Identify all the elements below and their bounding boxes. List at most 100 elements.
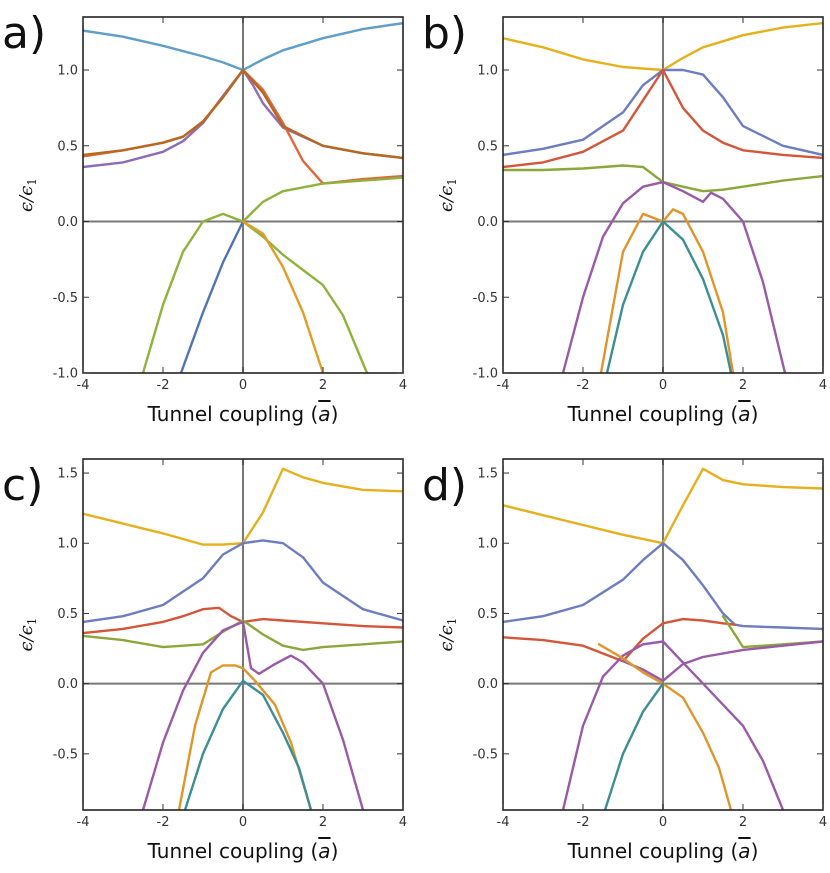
x-axis-label: Tunnel coupling (a)	[567, 402, 759, 426]
x-axis-label: Tunnel coupling (a)	[147, 839, 339, 863]
y-tick-label: -0.5	[473, 747, 498, 762]
x-tick-label: -2	[577, 815, 590, 830]
series-green	[83, 619, 403, 652]
series-red	[503, 68, 823, 169]
y-axis-label: ϵ/ϵ1	[436, 178, 459, 212]
y-tick-label: 1.0	[57, 537, 78, 552]
panel-label: b)	[422, 8, 467, 59]
x-tick-label: 2	[319, 815, 327, 830]
x-tick-label: 4	[819, 815, 827, 830]
series-magenta	[561, 180, 787, 373]
x-tick-label: -4	[77, 378, 90, 393]
series-group	[503, 21, 823, 373]
x-tick-label: 4	[399, 815, 407, 830]
y-tick-label: 0.5	[477, 607, 498, 622]
series-magenta-rising	[621, 640, 823, 682]
series-orange	[599, 208, 735, 373]
series-group	[503, 467, 823, 810]
x-tick-label: -4	[77, 815, 90, 830]
x-tick-label: -2	[157, 378, 170, 393]
series-steel-blue	[179, 220, 245, 373]
x-tick-label: 0	[659, 815, 667, 830]
y-tick-label: 0.5	[477, 139, 498, 154]
x-axis-label-close: )	[331, 402, 339, 426]
x-axis-label-symbol: a	[318, 839, 330, 863]
x-axis-label-text: Tunnel coupling (	[147, 402, 319, 426]
x-axis-label-close: )	[751, 839, 759, 863]
y-axis-label-subscript: 1	[445, 178, 459, 186]
y-axis-label-subscript: 1	[445, 618, 459, 626]
x-tick-label: 4	[819, 378, 827, 393]
y-axis-label-subscript: 1	[25, 618, 39, 626]
series-green-dome	[141, 212, 369, 373]
y-tick-label: 0.0	[477, 677, 498, 692]
y-tick-label: -0.5	[53, 291, 78, 306]
series-red	[83, 606, 403, 635]
series-teal	[605, 220, 733, 373]
panel-label: c)	[2, 460, 43, 511]
panel-1: a) -4 -2 0 2 4 -1.0 -0.5 0.0 0.5 1.0 Tunnel couplin…	[2, 8, 407, 426]
x-axis-label-symbol: a	[738, 839, 750, 863]
series-group	[83, 21, 403, 373]
x-tick-label: 2	[319, 378, 327, 393]
series-teal	[183, 679, 313, 810]
y-axis-label: ϵ/ϵ1	[16, 178, 39, 212]
y-tick-label: 1.0	[57, 64, 78, 79]
series-periwinkle	[503, 542, 823, 631]
x-axis-label: Tunnel coupling (a)	[147, 402, 339, 426]
panel-label: d)	[422, 460, 467, 511]
y-axis-label-subscript: 1	[25, 178, 39, 186]
x-tick-label: 2	[739, 815, 747, 830]
x-axis-label-text: Tunnel coupling (	[567, 839, 739, 863]
series-green-rising	[241, 176, 403, 223]
x-axis-label-close: )	[331, 839, 339, 863]
x-tick-label: 0	[239, 378, 247, 393]
x-tick-label: 4	[399, 378, 407, 393]
y-tick-label: 0.0	[57, 677, 78, 692]
y-tick-label: 0.0	[477, 215, 498, 230]
y-tick-label: 0.5	[57, 607, 78, 622]
series-magenta	[141, 620, 365, 810]
x-tick-label: -2	[577, 378, 590, 393]
y-axis-label: ϵ/ϵ1	[16, 618, 39, 652]
x-axis-label: Tunnel coupling (a)	[567, 839, 759, 863]
y-tick-label: -1.0	[473, 367, 498, 382]
series-yellow	[503, 467, 823, 545]
x-axis-label-symbol: a	[738, 402, 750, 426]
panel-3: c) -4 -2 0 2 4 -0.5 0.0 0.5 1.0 1.5 Tunnel coupling…	[2, 458, 407, 863]
x-axis-label-close: )	[751, 402, 759, 426]
series-orange	[177, 664, 313, 810]
series-group	[83, 467, 403, 810]
x-axis-label-text: Tunnel coupling (	[567, 402, 739, 426]
panel-2: b) -4 -2 0 2 4 -1.0 -0.5 0.0 0.5 1.0 Tunnel couplin…	[422, 8, 827, 426]
x-axis-label-text: Tunnel coupling (	[147, 839, 319, 863]
series-teal	[603, 682, 665, 810]
x-tick-label: 0	[239, 815, 247, 830]
y-axis-label: ϵ/ϵ1	[436, 618, 459, 652]
y-axis-label-text: ϵ/ϵ	[436, 625, 457, 651]
x-axis-label-symbol: a	[318, 402, 330, 426]
y-tick-label: 0.0	[57, 215, 78, 230]
x-tick-label: 0	[659, 378, 667, 393]
series-periwinkle	[503, 68, 823, 157]
x-tick-label: -2	[157, 815, 170, 830]
series-periwinkle	[83, 539, 403, 624]
series-gold	[241, 220, 325, 373]
y-tick-label: 1.0	[477, 537, 498, 552]
y-tick-label: -1.0	[53, 367, 78, 382]
series-yellow	[83, 467, 403, 546]
x-tick-label: -4	[497, 815, 510, 830]
panel-4: d) -4 -2 0 2 4 -0.5 0.0 0.5 1.0 1.5 Tunnel coupling…	[422, 458, 827, 863]
series-magenta	[561, 640, 785, 810]
series-red	[503, 617, 737, 663]
y-tick-label: 1.0	[477, 64, 498, 79]
series-brown	[83, 68, 403, 160]
x-tick-label: 2	[739, 378, 747, 393]
series-orange	[597, 643, 733, 810]
series-green	[503, 164, 823, 193]
y-tick-label: 0.5	[57, 139, 78, 154]
y-tick-label: -0.5	[473, 291, 498, 306]
y-axis-label-text: ϵ/ϵ	[436, 186, 457, 212]
series-yellow	[503, 21, 823, 72]
